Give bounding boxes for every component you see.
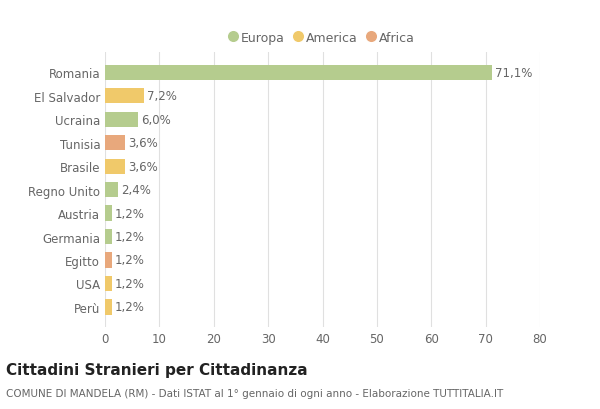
Bar bbox=[105, 276, 112, 291]
Bar bbox=[105, 182, 118, 198]
Text: 1,2%: 1,2% bbox=[115, 207, 145, 220]
Text: Cittadini Stranieri per Cittadinanza: Cittadini Stranieri per Cittadinanza bbox=[6, 362, 308, 377]
Text: 1,2%: 1,2% bbox=[115, 277, 145, 290]
Text: 2,4%: 2,4% bbox=[121, 184, 151, 197]
Bar bbox=[105, 299, 112, 315]
Text: 3,6%: 3,6% bbox=[128, 137, 158, 150]
Text: 1,2%: 1,2% bbox=[115, 301, 145, 314]
Text: COMUNE DI MANDELA (RM) - Dati ISTAT al 1° gennaio di ogni anno - Elaborazione TU: COMUNE DI MANDELA (RM) - Dati ISTAT al 1… bbox=[6, 389, 503, 398]
Text: 1,2%: 1,2% bbox=[115, 254, 145, 267]
Text: 1,2%: 1,2% bbox=[115, 231, 145, 243]
Text: 6,0%: 6,0% bbox=[141, 114, 170, 126]
Bar bbox=[105, 65, 491, 81]
Bar bbox=[105, 136, 125, 151]
Bar bbox=[105, 112, 137, 128]
Bar bbox=[105, 253, 112, 268]
Legend: Europa, America, Africa: Europa, America, Africa bbox=[225, 27, 420, 49]
Text: 7,2%: 7,2% bbox=[148, 90, 177, 103]
Text: 71,1%: 71,1% bbox=[495, 67, 532, 80]
Bar bbox=[105, 206, 112, 221]
Bar bbox=[105, 229, 112, 245]
Bar bbox=[105, 89, 144, 104]
Text: 3,6%: 3,6% bbox=[128, 160, 158, 173]
Bar bbox=[105, 159, 125, 174]
